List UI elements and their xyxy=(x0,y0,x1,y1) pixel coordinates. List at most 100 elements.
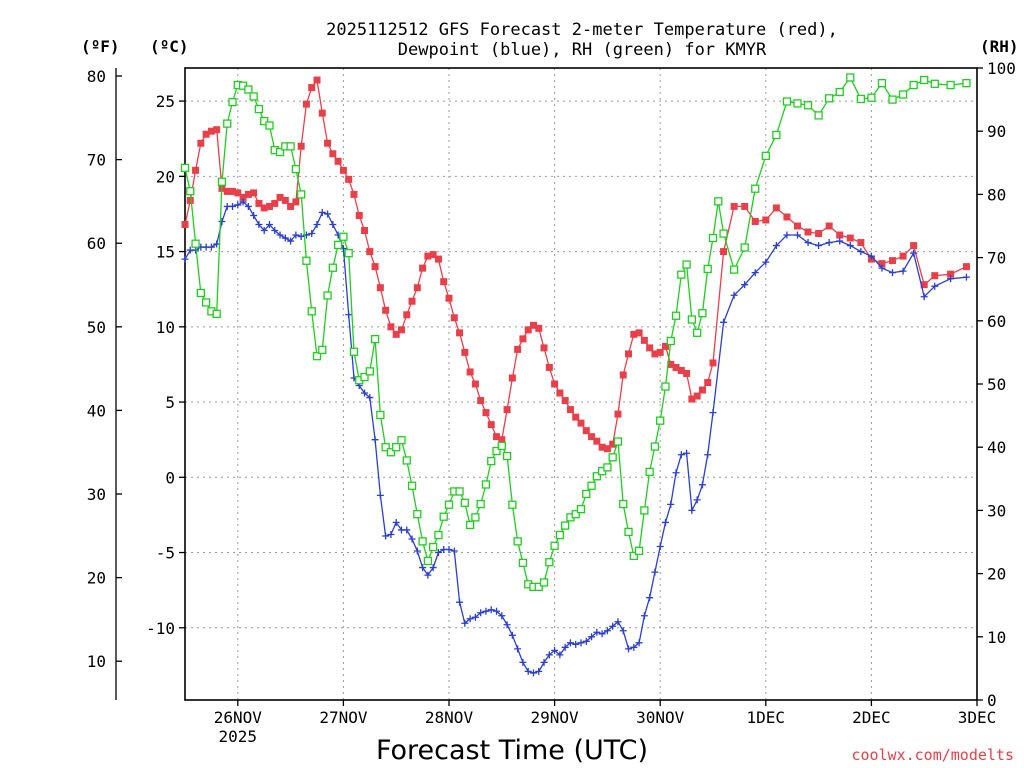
data-point xyxy=(783,231,791,239)
data-point xyxy=(513,537,522,546)
data-point xyxy=(719,229,728,238)
data-point xyxy=(413,510,422,519)
rh-tick-label: 50 xyxy=(987,375,1006,394)
fahrenheit-tick-label: 40 xyxy=(87,401,106,420)
data-point xyxy=(551,380,559,388)
data-point xyxy=(392,518,400,526)
data-point xyxy=(793,99,802,108)
data-point xyxy=(545,651,553,659)
rh-tick-label: 80 xyxy=(987,185,1006,204)
chart-title-line2: Dewpoint (blue), RH (green) for KMYR xyxy=(398,40,767,60)
data-point xyxy=(793,231,801,239)
fahrenheit-tick-label: 80 xyxy=(87,67,106,86)
data-point xyxy=(360,372,369,382)
data-point xyxy=(302,256,311,265)
data-point xyxy=(709,409,717,417)
data-point xyxy=(324,210,332,218)
data-point xyxy=(614,410,622,418)
data-point xyxy=(497,441,506,451)
data-point xyxy=(577,639,585,647)
data-point xyxy=(313,220,321,228)
data-point xyxy=(751,184,760,193)
series-line xyxy=(184,201,967,674)
data-point xyxy=(656,543,664,551)
data-point xyxy=(281,234,289,242)
data-point xyxy=(255,220,263,228)
data-point xyxy=(381,443,390,452)
data-point xyxy=(867,93,876,102)
data-point xyxy=(619,499,628,509)
celsius-tick-label: -10 xyxy=(146,619,175,638)
data-point xyxy=(683,449,691,457)
data-point xyxy=(793,222,801,230)
data-point xyxy=(413,284,421,292)
data-point xyxy=(720,248,728,256)
data-point xyxy=(440,278,448,286)
data-point xyxy=(207,243,215,251)
data-point xyxy=(888,95,897,104)
data-point xyxy=(836,231,844,239)
data-point xyxy=(197,139,205,147)
data-point xyxy=(698,386,706,394)
data-point xyxy=(202,130,210,138)
x-tick-label: 28NOV xyxy=(425,708,474,727)
data-point xyxy=(275,147,285,157)
data-point xyxy=(561,397,569,405)
data-point xyxy=(656,348,664,356)
data-point xyxy=(598,630,606,638)
data-point xyxy=(741,281,749,289)
data-point xyxy=(333,240,343,250)
celsius-tick-label: 0 xyxy=(165,468,175,487)
celsius-unit-label: (ºC) xyxy=(150,37,189,56)
data-point xyxy=(640,336,648,344)
data-point xyxy=(551,646,559,654)
celsius-tick-label: 25 xyxy=(156,92,175,111)
data-point xyxy=(539,578,549,587)
data-point xyxy=(439,512,448,521)
data-point xyxy=(783,213,791,221)
data-point xyxy=(370,334,380,344)
data-point xyxy=(502,451,512,461)
data-point xyxy=(635,639,643,647)
data-point xyxy=(456,598,464,606)
x-tick-label: 26NOV xyxy=(214,708,263,727)
celsius-tick-label: 20 xyxy=(156,167,175,186)
data-point xyxy=(339,166,347,174)
data-point xyxy=(772,204,780,212)
data-point xyxy=(465,520,475,530)
data-point xyxy=(344,249,353,258)
data-point xyxy=(244,85,253,94)
data-point xyxy=(815,230,823,238)
series-rh xyxy=(180,73,971,592)
data-point xyxy=(424,252,432,260)
data-point xyxy=(376,491,384,499)
data-point xyxy=(186,187,195,196)
data-point xyxy=(508,631,516,639)
data-point xyxy=(345,175,353,183)
data-point xyxy=(244,190,252,198)
data-point xyxy=(825,94,834,103)
data-point xyxy=(962,273,970,281)
data-point xyxy=(392,330,400,338)
data-point xyxy=(518,558,528,568)
rh-tick-label: 10 xyxy=(987,628,1006,647)
data-point xyxy=(693,392,701,400)
data-point xyxy=(260,204,268,212)
data-point xyxy=(445,294,453,302)
data-point xyxy=(688,506,696,514)
data-point xyxy=(424,571,432,579)
data-point xyxy=(450,547,458,555)
data-point xyxy=(255,199,263,207)
data-point xyxy=(361,389,369,397)
data-point xyxy=(456,329,464,337)
data-point xyxy=(524,326,532,334)
x-tick-label: 27NOV xyxy=(319,708,368,727)
data-point xyxy=(387,323,395,331)
axes: -10-505101520251020304050607080010203040… xyxy=(87,59,1016,746)
data-point xyxy=(656,416,665,425)
data-point xyxy=(672,363,680,371)
data-point xyxy=(640,612,648,620)
data-point xyxy=(524,667,532,675)
data-point xyxy=(561,521,570,530)
data-point xyxy=(619,627,627,635)
